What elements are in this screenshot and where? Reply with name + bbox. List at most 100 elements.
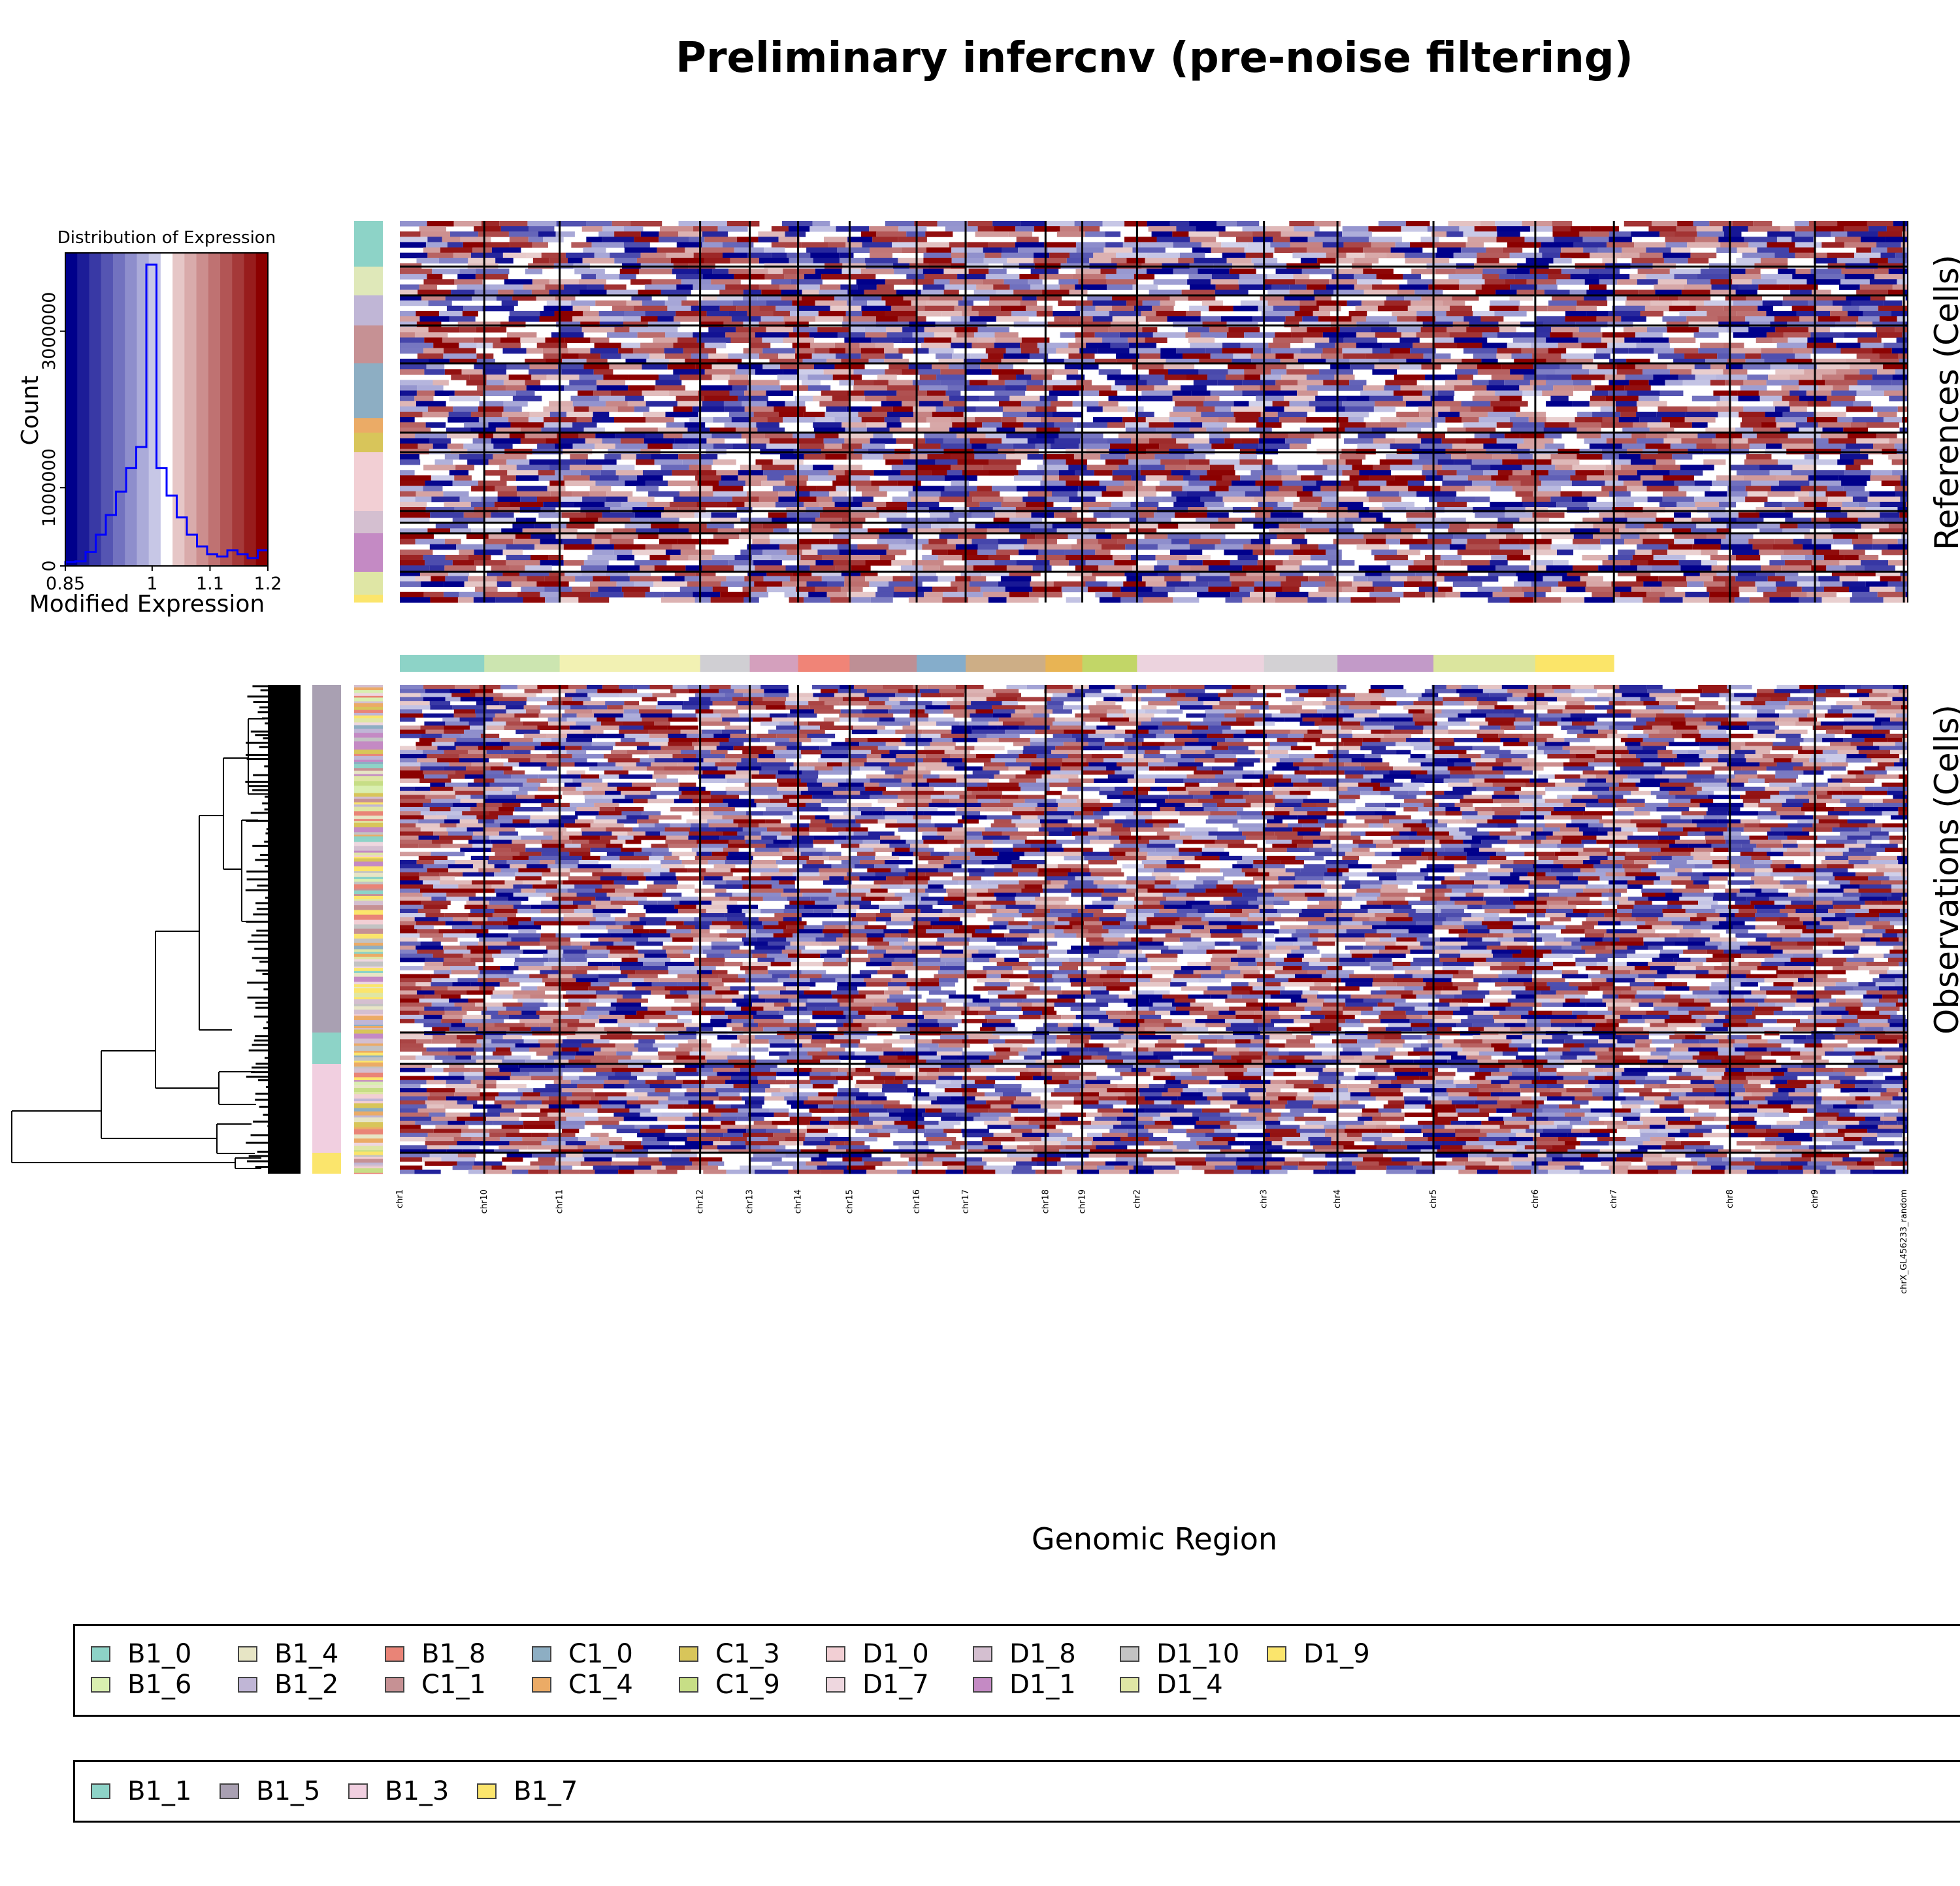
heatmap-cell: [634, 237, 659, 242]
heatmap-cell: [642, 364, 667, 370]
heatmap-cell: [803, 412, 825, 418]
heatmap-cell: [637, 746, 661, 751]
heatmap-cell: [1056, 348, 1079, 354]
heatmap-cell: [1098, 539, 1118, 545]
heatmap-cell: [426, 422, 446, 428]
heatmap-cell: [1782, 502, 1805, 508]
heatmap-cell: [1676, 226, 1697, 232]
heatmap-cell: [1721, 544, 1753, 550]
heatmap-cell: [939, 534, 958, 540]
observation-sample-stripe: [354, 889, 383, 891]
heatmap-cell: [1337, 534, 1364, 540]
heatmap-cell: [1225, 738, 1243, 742]
heatmap-cell: [1798, 497, 1828, 503]
observation-sample-stripe: [354, 999, 383, 1004]
heatmap-cell: [926, 301, 958, 306]
heatmap-cell: [839, 253, 853, 259]
heatmap-cell: [1845, 685, 1861, 689]
heatmap-cell: [1296, 685, 1327, 689]
heatmap-cell: [1667, 550, 1701, 555]
heatmap-cell: [707, 311, 728, 317]
heatmap-cell: [527, 221, 556, 227]
heatmap-cell: [802, 550, 817, 555]
heatmap-cell: [564, 284, 587, 290]
heatmap-cell: [1230, 592, 1250, 598]
heatmap-cell: [1101, 269, 1117, 274]
chromosome-color-bar: [400, 655, 1614, 672]
heatmap-cell: [1451, 454, 1466, 460]
heatmap-cell: [1701, 269, 1730, 274]
observation-sample-stripe: [354, 756, 383, 760]
heatmap-cell: [461, 237, 491, 242]
observation-sample-stripe: [354, 687, 383, 691]
heatmap-cell: [1450, 306, 1472, 312]
heatmap-cell: [1721, 721, 1747, 726]
heatmap-cell: [1779, 480, 1809, 486]
heatmap-cell: [1435, 316, 1463, 322]
heatmap-cell: [1701, 550, 1718, 555]
heatmap-cell: [1244, 369, 1271, 375]
heatmap-cell: [544, 587, 572, 593]
heatmap-cell: [1031, 512, 1054, 518]
heatmap-cell: [455, 391, 483, 397]
heatmap-cell: [1102, 544, 1125, 550]
heatmap-cell: [634, 306, 667, 312]
heatmap-cell: [1472, 380, 1488, 386]
heatmap-cell: [1865, 738, 1887, 742]
heatmap-cell: [1683, 597, 1709, 603]
heatmap-cell: [667, 306, 691, 312]
heatmap-cell: [1889, 523, 1908, 529]
heatmap-cell: [713, 417, 731, 423]
heatmap-cell: [583, 730, 604, 735]
heatmap-cell: [1477, 253, 1510, 259]
heatmap-cell: [1176, 348, 1205, 354]
observation-sample-stripe: [354, 832, 383, 835]
heatmap-cell: [423, 412, 449, 418]
heatmap-cell: [1648, 422, 1670, 428]
heatmap-cell: [500, 475, 515, 481]
heatmap-cell: [1386, 539, 1400, 545]
heatmap-cell: [1831, 705, 1852, 710]
heatmap-cell: [864, 391, 896, 397]
heatmap-cell: [979, 385, 1005, 391]
heatmap-cell: [1730, 465, 1759, 471]
heatmap-cell: [1111, 523, 1130, 529]
heatmap-cell: [1146, 475, 1167, 481]
heatmap-cell: [1152, 587, 1175, 593]
heatmap-cell: [1631, 459, 1656, 465]
heatmap-cell: [862, 454, 883, 460]
heatmap-cell: [1401, 332, 1416, 338]
heatmap-cell: [1585, 279, 1599, 285]
heatmap-cell: [459, 454, 493, 460]
heatmap-cell: [416, 539, 445, 545]
heatmap-cell: [1472, 459, 1502, 465]
heatmap-cell: [1399, 284, 1428, 290]
heatmap-cell: [767, 401, 785, 407]
heatmap-cell: [1283, 560, 1302, 566]
heatmap-cell: [1342, 231, 1372, 237]
heatmap-cell: [566, 412, 593, 418]
heatmap-cell: [615, 718, 642, 722]
heatmap-cell: [400, 534, 434, 540]
heatmap-cell: [510, 422, 544, 428]
heatmap-cell: [1167, 475, 1183, 481]
chromosome-color-segment: [484, 655, 560, 672]
heatmap-cell: [1759, 550, 1783, 555]
heatmap-cell: [1137, 539, 1171, 545]
observation-sample-stripe: [354, 842, 383, 846]
heatmap-cell: [625, 480, 645, 486]
heatmap-cell: [645, 417, 674, 423]
heatmap-cell: [448, 417, 479, 423]
heatmap-cell: [1546, 401, 1572, 407]
heatmap-cell: [706, 438, 725, 444]
heatmap-cell: [902, 327, 924, 333]
observation-sample-stripe: [354, 961, 383, 967]
heatmap-cell: [589, 406, 617, 412]
heatmap-cell: [850, 480, 872, 486]
heatmap-cell: [1766, 444, 1782, 450]
heatmap-cell: [637, 475, 663, 481]
heatmap-cell: [1488, 597, 1509, 603]
heatmap-cell: [503, 693, 536, 697]
heatmap-cell: [1688, 406, 1710, 412]
heatmap-cell: [759, 354, 778, 359]
